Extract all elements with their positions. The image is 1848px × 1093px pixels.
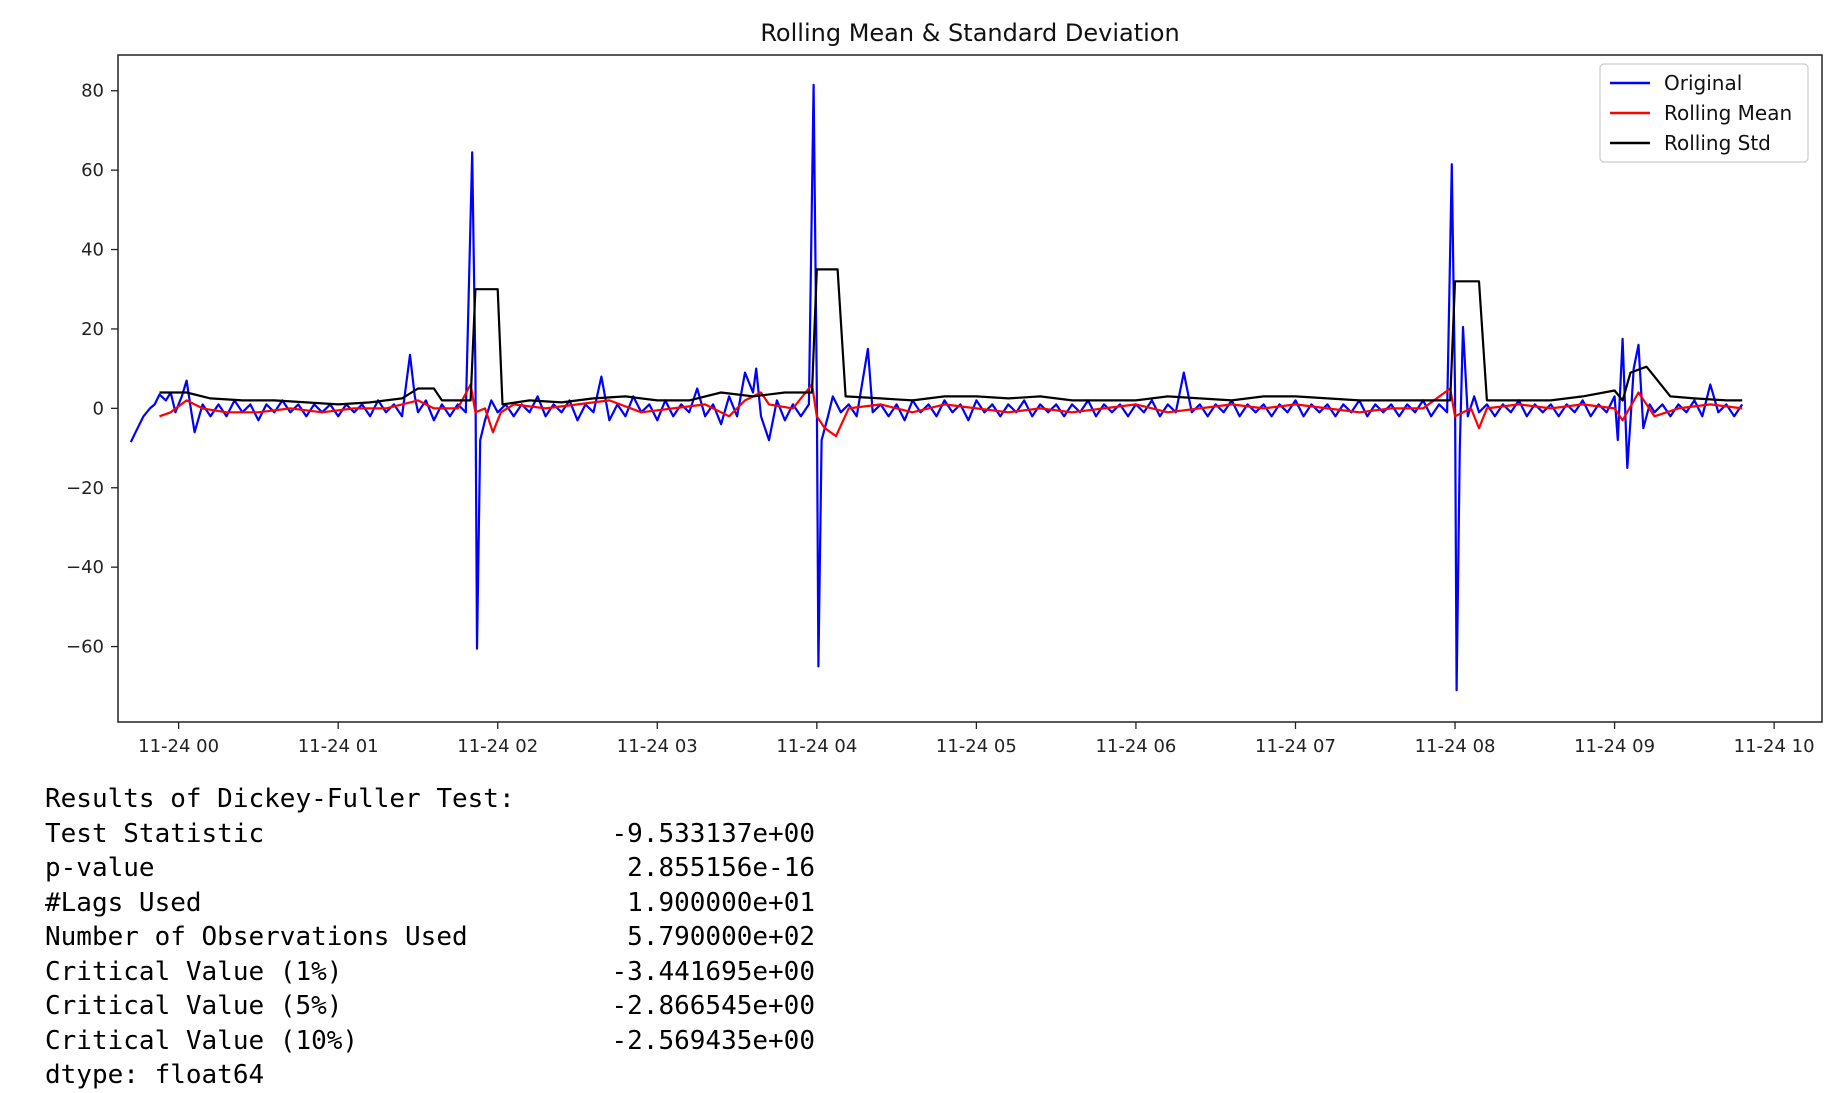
series-lines [129, 83, 1744, 692]
legend: Original Rolling Mean Rolling Std [1599, 63, 1809, 163]
plot-area [117, 54, 1823, 723]
series-line-rolling-mean [159, 383, 1743, 438]
results-value: 1.900000e+01 [627, 887, 815, 918]
x-tick-label: 11-24 09 [1574, 736, 1655, 757]
results-row: Critical Value (1%) -3.441695e+00 [45, 955, 815, 990]
y-tick-label: 0 [93, 398, 104, 419]
x-tick-label: 11-24 08 [1415, 736, 1496, 757]
axis-ticks: 11-24 00 11-24 01 11-24 02 11-24 03 11-24 04… [66, 81, 1815, 757]
dickey-fuller-results: Results of Dickey-Fuller Test: Test Stat… [45, 782, 815, 1093]
results-label: p-value [45, 853, 155, 883]
results-label: Number of Observations Used [45, 922, 468, 952]
results-label: Critical Value (5%) [45, 991, 343, 1021]
x-tick-label: 11-24 00 [138, 736, 219, 757]
x-tick-label: 11-24 03 [617, 736, 698, 757]
results-row: Critical Value (10%) -2.569435e+00 [45, 1024, 815, 1059]
results-dtype: dtype: float64 [45, 1060, 265, 1090]
legend-label: Rolling Mean [1664, 101, 1792, 125]
y-tick-label: −20 [66, 478, 104, 499]
results-value: -2.569435e+00 [611, 1025, 816, 1056]
x-tick-label: 11-24 06 [1095, 736, 1176, 757]
y-tick-label: 40 [81, 240, 104, 261]
x-tick-label: 11-24 01 [298, 736, 379, 757]
series-line-original [129, 83, 1744, 692]
results-table: Test Statistic -9.533137e+00 p-value 2.8551… [45, 817, 815, 1059]
y-tick-label: −60 [66, 637, 104, 658]
x-tick-label: 11-24 02 [457, 736, 538, 757]
series-line-rolling-std [159, 268, 1743, 406]
y-tick-label: −40 [66, 557, 104, 578]
results-label: #Lags Used [45, 887, 202, 918]
results-label: Critical Value (1%) [45, 956, 343, 987]
results-row: p-value 2.855156e-16 [45, 851, 815, 886]
results-value: -2.866545e+00 [611, 991, 816, 1021]
results-value: -3.441695e+00 [611, 956, 816, 987]
results-value: -9.533137e+00 [611, 818, 816, 849]
results-label: Critical Value (10%) [45, 1025, 359, 1056]
x-tick-label: 11-24 07 [1255, 736, 1336, 757]
results-header: Results of Dickey-Fuller Test: [45, 784, 515, 814]
x-tick-label: 11-24 10 [1734, 736, 1815, 757]
chart-title: Rolling Mean & Standard Deviation [760, 19, 1179, 47]
y-tick-label: 20 [81, 319, 104, 340]
results-row: #Lags Used 1.900000e+01 [45, 886, 815, 921]
results-value: 2.855156e-16 [627, 853, 815, 883]
results-row: Test Statistic -9.533137e+00 [45, 817, 815, 852]
legend-label: Original [1664, 71, 1742, 95]
results-row: Number of Observations Used 5.790000e+02 [45, 920, 815, 955]
legend-box [1599, 63, 1809, 163]
results-row: Critical Value (5%) -2.866545e+00 [45, 989, 815, 1024]
legend-label: Rolling Std [1664, 131, 1771, 155]
x-tick-label: 11-24 05 [936, 736, 1017, 757]
results-label: Test Statistic [45, 818, 265, 849]
y-tick-label: 80 [81, 81, 104, 102]
x-tick-label: 11-24 04 [776, 736, 857, 757]
rolling-stats-chart: Rolling Mean & Standard Deviation 11-24 … [66, 19, 1823, 757]
results-value: 5.790000e+02 [627, 922, 815, 952]
y-tick-label: 60 [81, 160, 104, 181]
chart-container: Rolling Mean & Standard Deviation 11-24 … [66, 19, 1823, 757]
